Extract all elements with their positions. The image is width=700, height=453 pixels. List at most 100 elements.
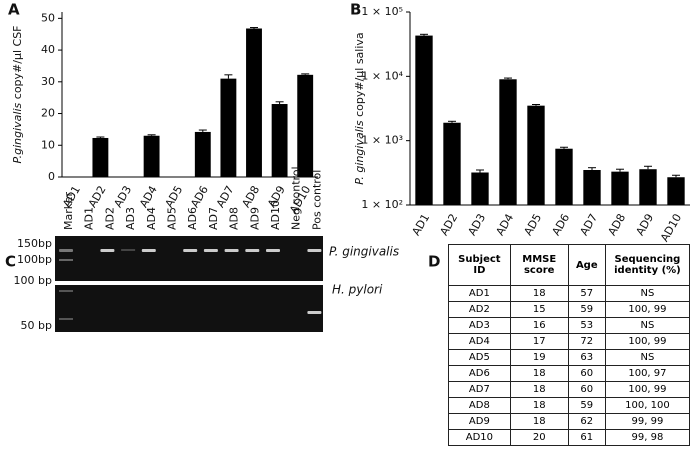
table-cell: 99, 98 bbox=[604, 429, 691, 446]
table-cell: NS bbox=[604, 317, 691, 334]
table-cell: 100, 100 bbox=[604, 397, 691, 414]
table-cell: NS bbox=[604, 349, 691, 366]
lane-label: AD4 bbox=[145, 207, 158, 230]
lane-label: Neg control bbox=[290, 166, 303, 230]
bar bbox=[143, 135, 160, 177]
y-tick-label: 0 bbox=[48, 170, 55, 183]
table-cell: 18 bbox=[509, 285, 569, 302]
header-cell: MMSE score bbox=[509, 244, 569, 286]
panel-label: C bbox=[5, 253, 16, 271]
table-cell: 100, 99 bbox=[604, 381, 691, 398]
table-row: AD3 16 53 NS bbox=[448, 317, 691, 334]
table-row: AD2 15 59 100, 99 bbox=[448, 301, 691, 318]
header-cell: Sequencing identity (%) bbox=[604, 244, 691, 286]
bar bbox=[639, 169, 657, 205]
table-cell: AD1 bbox=[448, 285, 511, 302]
gel-band bbox=[266, 249, 280, 252]
bar bbox=[194, 131, 211, 177]
x-tick-label: AD3 bbox=[465, 212, 488, 238]
bar bbox=[667, 177, 685, 205]
size-marker: 150bp bbox=[17, 237, 52, 250]
x-tick-label: AD10 bbox=[658, 212, 684, 244]
x-tick-label: AD8 bbox=[605, 212, 628, 238]
header-row: Subject ID MMSE score Age Sequencing identi… bbox=[448, 244, 691, 286]
table-cell: 61 bbox=[567, 429, 606, 446]
y-axis-label-unit: copy#/µl CSF bbox=[11, 26, 24, 100]
x-tick-label: AD5 bbox=[521, 212, 544, 238]
bar bbox=[297, 74, 314, 177]
x-tick-label: AD7 bbox=[214, 184, 237, 210]
lane-label: AD2 bbox=[103, 207, 116, 230]
x-tick-label: AD2 bbox=[86, 184, 109, 210]
gel-band bbox=[100, 249, 115, 252]
x-tick-label: AD4 bbox=[137, 184, 160, 210]
x-tick-label: AD6 bbox=[188, 184, 211, 210]
lane-label: AD8 bbox=[228, 207, 241, 230]
bar bbox=[220, 78, 237, 177]
gel-image bbox=[55, 236, 323, 281]
size-marker: 50 bp bbox=[21, 319, 52, 332]
gel-band bbox=[183, 249, 198, 252]
table-row: AD10 20 61 99, 98 bbox=[448, 429, 691, 446]
y-tick-label: 50 bbox=[41, 11, 55, 24]
gel-band bbox=[59, 249, 73, 252]
gel-band bbox=[224, 249, 239, 252]
lane-label: AD9 bbox=[248, 207, 261, 230]
bar bbox=[527, 105, 545, 205]
panel-label: A bbox=[8, 1, 20, 19]
panel-label: D bbox=[428, 253, 440, 271]
table-cell: AD6 bbox=[448, 365, 511, 382]
table-row: AD4 17 72 100, 99 bbox=[448, 333, 691, 350]
lane-label: AD1 bbox=[83, 207, 96, 230]
gel-band bbox=[59, 290, 73, 292]
table-cell: 60 bbox=[567, 365, 606, 382]
table-cell: AD10 bbox=[448, 429, 511, 446]
table-cell: 20 bbox=[509, 429, 569, 446]
table-cell: 18 bbox=[509, 365, 569, 382]
lane-label: AD6 bbox=[186, 207, 199, 230]
y-tick-label: 10 bbox=[41, 138, 55, 151]
panel-label: B bbox=[350, 1, 361, 19]
table-cell: AD5 bbox=[448, 349, 511, 366]
gel-band bbox=[59, 318, 73, 320]
table-cell: 60 bbox=[567, 381, 606, 398]
lane-label: AD10 bbox=[269, 200, 282, 230]
lane-label: AD3 bbox=[124, 207, 137, 230]
x-tick-label: AD2 bbox=[437, 212, 460, 238]
bar bbox=[499, 79, 517, 205]
table-cell: 16 bbox=[509, 317, 569, 334]
lane-label: Marker bbox=[62, 192, 75, 230]
y-tick-label: 1 × 10⁵ bbox=[361, 5, 403, 18]
gel-image bbox=[55, 285, 323, 332]
table-row: AD7 18 60 100, 99 bbox=[448, 381, 691, 398]
table-cell: AD4 bbox=[448, 333, 511, 350]
table-cell: AD8 bbox=[448, 397, 511, 414]
x-tick-label: AD8 bbox=[239, 184, 262, 210]
x-tick-label: AD5 bbox=[163, 184, 186, 210]
gel-band bbox=[141, 249, 156, 252]
bar bbox=[443, 122, 461, 205]
table-cell: 59 bbox=[567, 397, 606, 414]
table-cell: AD7 bbox=[448, 381, 511, 398]
table-cell: 17 bbox=[509, 333, 569, 350]
table-cell: NS bbox=[604, 285, 691, 302]
table-cell: 53 bbox=[567, 317, 606, 334]
target-label: H. pylori bbox=[332, 283, 383, 297]
y-tick-label: 1 × 10³ bbox=[361, 134, 403, 147]
y-axis-label-unit: copy#/µl saliva bbox=[353, 32, 366, 117]
table-row: AD9 18 62 99, 99 bbox=[448, 413, 691, 430]
gel-band bbox=[59, 259, 73, 261]
table-cell: 59 bbox=[567, 301, 606, 318]
y-axis-label-species: P.gingivalis bbox=[11, 102, 24, 163]
table-cell: 99, 99 bbox=[604, 413, 691, 430]
table-cell: 62 bbox=[567, 413, 606, 430]
x-tick-label: AD1 bbox=[409, 212, 432, 238]
table-row: AD5 19 63 NS bbox=[448, 349, 691, 366]
bar bbox=[611, 171, 629, 205]
gel-band bbox=[121, 249, 136, 251]
size-marker: 100bp bbox=[17, 253, 52, 266]
x-tick-label: AD3 bbox=[111, 184, 134, 210]
table-cell: 18 bbox=[509, 413, 569, 430]
